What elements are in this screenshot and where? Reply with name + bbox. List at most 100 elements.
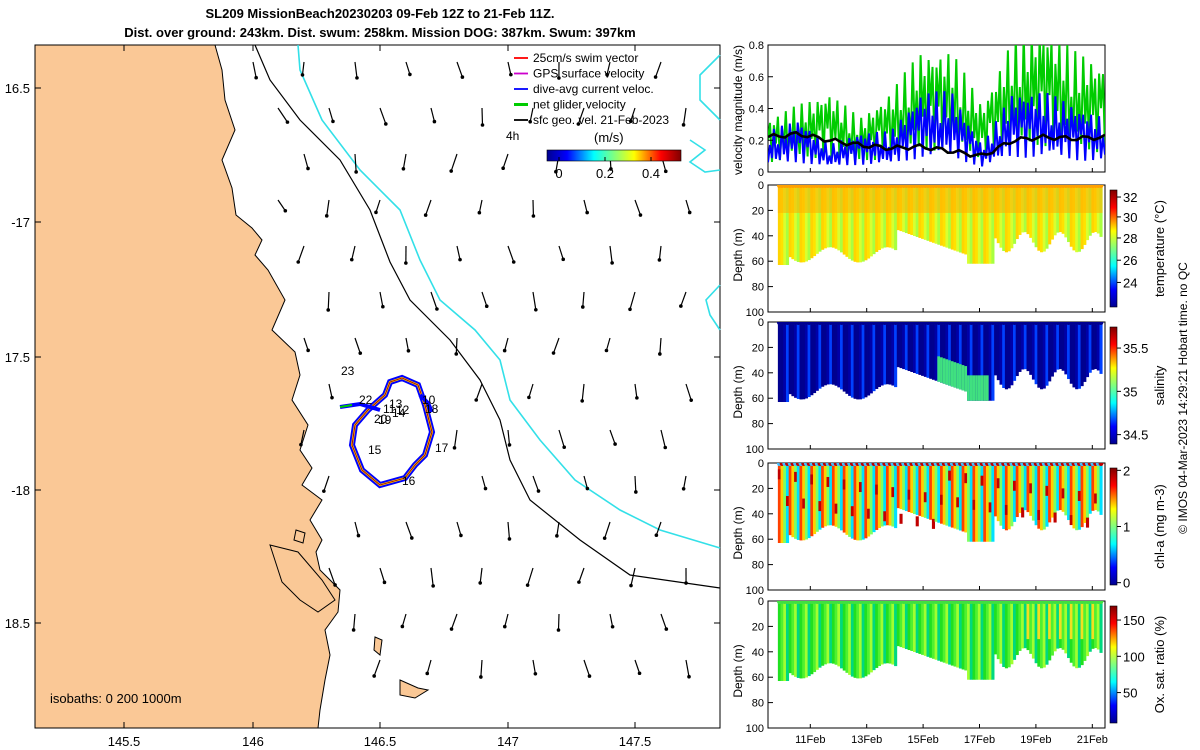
panel-colorbar-label: salinity: [1152, 365, 1167, 405]
panel-colorbar-label: temperature (°C): [1152, 200, 1167, 297]
time-tick-label: 11Feb: [795, 734, 825, 746]
day-label: 17: [435, 441, 449, 455]
day-label: 19: [378, 413, 392, 427]
panel-colorbar: [1109, 189, 1118, 308]
profile-panel-2: 0 20 40 60 80 100 Depth (m) 2 1 0 chl-a (mg m-3): [731, 458, 1167, 597]
colorbar-tick-label: 34.5: [1123, 428, 1148, 443]
depth-ylabel: Depth (m): [731, 365, 745, 418]
colorbar-tick-label: 100: [1123, 649, 1145, 664]
time-tick-label: 15Feb: [908, 734, 939, 746]
isobath-200m-east: [688, 54, 721, 331]
depth-tick-label: 40: [752, 647, 764, 659]
depth-tick-label: 0: [758, 317, 764, 329]
depth-tick-label: 100: [746, 723, 764, 735]
lat-tick-label: 16.5: [5, 81, 30, 96]
depth-tick-label: 20: [752, 483, 764, 495]
velocity-series-1: [768, 91, 1105, 167]
colorbar-tick-label: 32: [1123, 190, 1137, 205]
panel-colorbar: [1109, 326, 1118, 445]
panel-colorbar-label: Ox. sat. ratio (%): [1152, 616, 1167, 714]
depth-tick-label: 0: [758, 458, 764, 470]
depth-ylabel: Depth (m): [731, 228, 745, 281]
depth-tick-label: 60: [752, 256, 764, 268]
colorbar-tick-label: 30: [1123, 210, 1137, 225]
time-tick-label: 17Feb: [964, 734, 995, 746]
velocity-tick-label: 0.8: [749, 40, 764, 52]
colorbar-tick-label: 28: [1123, 231, 1137, 246]
depth-ylabel: Depth (m): [731, 506, 745, 559]
glider-track: [339, 374, 436, 489]
title-line-1: SL209 MissionBeach20230203 09-Feb 12Z to…: [205, 6, 555, 21]
depth-tick-label: 100: [746, 307, 764, 319]
timestep-label: 4h: [506, 129, 519, 143]
time-tick-label: 21Feb: [1077, 734, 1108, 746]
time-axis: 11Feb 13Feb 15Feb 17Feb 19Feb 21Feb: [795, 168, 1108, 746]
colorbar-tick-label: 24: [1123, 275, 1137, 290]
day-label: 15: [368, 443, 382, 457]
surface-velocity-vectors: [252, 61, 693, 679]
legend-label: GPS surface velocity: [533, 67, 644, 81]
map-legend: 25cm/s swim vector GPS surface velocitydi…: [514, 51, 669, 127]
colorbar-label: (m/s): [594, 130, 624, 145]
depth-tick-label: 80: [752, 698, 764, 710]
colorbar-tick-label: 35: [1123, 384, 1137, 399]
colorbar-tick-label: 0: [1123, 576, 1130, 591]
colorbar-tick-label: 0: [555, 166, 562, 181]
time-tick-label: 19Feb: [1020, 734, 1051, 746]
day-label: 12: [396, 403, 410, 417]
lon-tick-label: 146.5: [364, 734, 397, 749]
depth-tick-label: 80: [752, 419, 764, 431]
panel-colorbar: [1109, 467, 1118, 586]
depth-tick-label: 0: [758, 180, 764, 192]
colorbar-tick-label: 26: [1123, 253, 1137, 268]
colorbar-tick-label: 0.2: [596, 166, 614, 181]
colorbar-tick-label: 1: [1123, 520, 1130, 535]
title-line-2: Dist. over ground: 243km. Dist. swum: 25…: [124, 25, 636, 40]
velocity-series-2: [768, 130, 1105, 159]
depth-tick-label: 60: [752, 393, 764, 405]
depth-tick-label: 20: [752, 205, 764, 217]
depth-ylabel: Depth (m): [731, 644, 745, 697]
time-tick-label: 13Feb: [851, 734, 882, 746]
colorbar-tick-label: 35.5: [1123, 341, 1148, 356]
depth-tick-label: 60: [752, 534, 764, 546]
velocity-tick-label: 0.6: [749, 72, 764, 84]
day-label: 18: [425, 402, 439, 416]
day-label: 13: [389, 397, 403, 411]
lat-tick-label: -17: [11, 215, 30, 230]
map-axis-ticks: 16.5 -17 17.5 -18 18.5 145.5 146 146.5 147 147.5: [5, 45, 720, 749]
lat-tick-label: 18.5: [5, 616, 30, 631]
colorbar-tick-label: 0.4: [642, 166, 660, 181]
velocity-ylabel: velocity magnitude (m/s): [731, 45, 745, 175]
depth-tick-label: 20: [752, 342, 764, 354]
profile-panel-1: 0 20 40 60 80 100 Depth (m) 35.5 35 34.5 salinity: [731, 317, 1167, 456]
profile-panels: 0 0.2 0.4 0.6 0.8 velocity magnitude (m/s) 0…: [731, 40, 1190, 746]
isobath-1000m: [254, 44, 721, 589]
depth-tick-label: 100: [746, 444, 764, 456]
profile-panel-0: 0 20 40 60 80 100 Depth (m) 32 30 28 26 24 temperatu…: [731, 180, 1167, 319]
coastline-land: [34, 44, 430, 729]
depth-tick-label: 0: [758, 596, 764, 608]
depth-tick-label: 40: [752, 231, 764, 243]
lat-tick-label: -18: [11, 483, 30, 498]
depth-tick-label: 100: [746, 585, 764, 597]
colorbar-tick-label: 50: [1123, 686, 1137, 701]
day-label: 22: [359, 393, 373, 407]
day-label: 16: [402, 474, 416, 488]
depth-tick-label: 80: [752, 282, 764, 294]
depth-tick-label: 40: [752, 368, 764, 380]
isobath-200m: [297, 44, 721, 549]
lon-tick-label: 146: [242, 734, 264, 749]
speed-colorbar: [546, 149, 682, 162]
colorbar-ticks: 0 0.2 0.4: [555, 157, 660, 181]
day-label: 11: [383, 402, 396, 416]
day-label: 14: [392, 406, 406, 420]
profile-panel-3: 0 20 40 60 80 100 Depth (m) 150 100 50 Ox. sat. ra…: [731, 596, 1167, 735]
depth-tick-label: 20: [752, 621, 764, 633]
legend-label: dive-avg current veloc.: [533, 82, 654, 96]
colorbar-tick-label: 150: [1123, 613, 1145, 628]
depth-tick-label: 80: [752, 560, 764, 572]
colorbar-tick-label: 2: [1123, 463, 1130, 478]
credit-text: © IMOS 04-Mar-2023 14:29:21 Hobart time.…: [1176, 262, 1190, 534]
